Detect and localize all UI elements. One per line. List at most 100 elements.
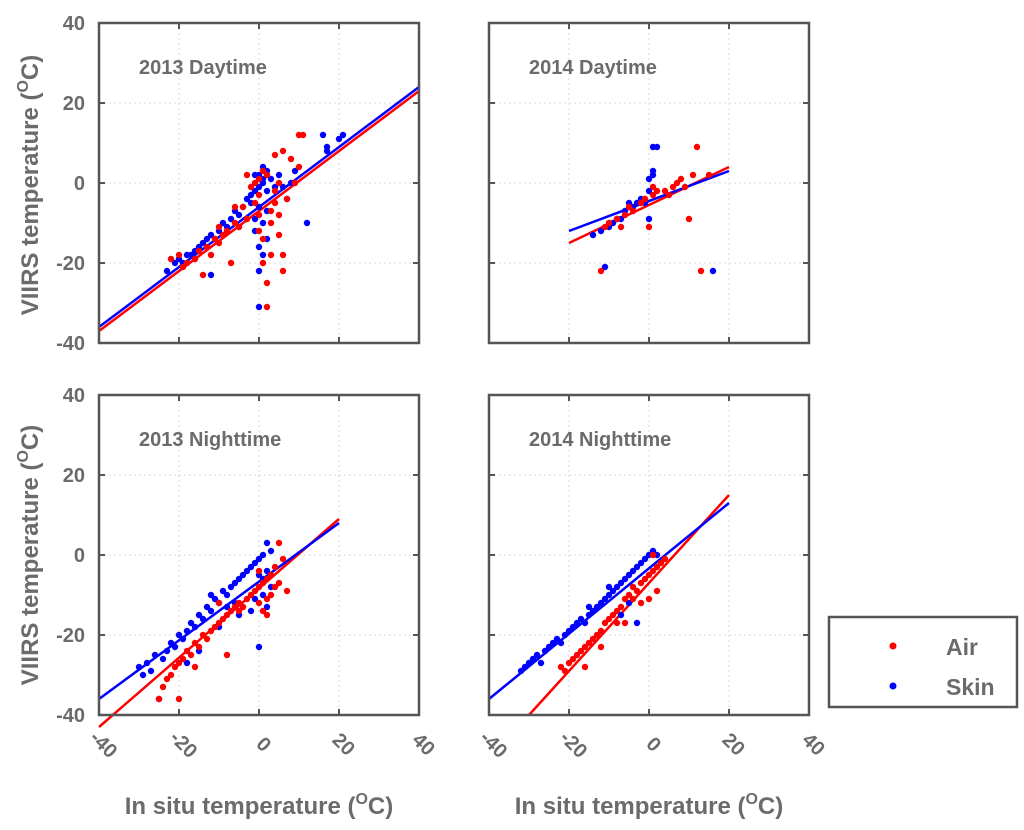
point-skin — [171, 259, 179, 267]
point-skin — [645, 187, 653, 195]
point-air — [299, 131, 307, 139]
y-tick-label: 40 — [63, 385, 85, 407]
point-skin — [135, 663, 143, 671]
point-skin — [255, 555, 263, 563]
y-axis-label-top-sup: O — [15, 80, 32, 92]
point-air — [697, 267, 705, 275]
point-skin — [649, 167, 657, 175]
point-air — [669, 183, 677, 191]
point-air — [191, 639, 199, 647]
legend-skin-label: Skin — [946, 674, 995, 700]
point-skin — [255, 303, 263, 311]
point-air — [641, 575, 649, 583]
point-skin — [251, 559, 259, 567]
point-air — [593, 631, 601, 639]
y-tick-label: 40 — [63, 13, 85, 35]
point-air — [247, 183, 255, 191]
legend-skin-marker — [889, 682, 897, 690]
y-tick-label: -40 — [56, 705, 85, 727]
point-air — [243, 595, 251, 603]
point-air — [259, 579, 267, 587]
x-tick-label: 20 — [328, 729, 359, 760]
point-air — [179, 655, 187, 663]
point-skin — [279, 183, 287, 191]
point-skin — [207, 271, 215, 279]
x-axis-label-left-text: In situ temperature ( — [125, 793, 356, 820]
point-air — [585, 639, 593, 647]
point-skin — [187, 251, 195, 259]
y-tick-label: 20 — [63, 93, 85, 115]
point-air — [645, 595, 653, 603]
point-skin — [203, 603, 211, 611]
point-air — [267, 207, 275, 215]
point-air — [203, 635, 211, 643]
point-skin — [545, 643, 553, 651]
point-skin — [263, 567, 271, 575]
point-skin — [143, 659, 151, 667]
point-air — [291, 179, 299, 187]
point-air — [275, 179, 283, 187]
point-air — [637, 199, 645, 207]
y-axis-label-bottom-sup: O — [15, 450, 32, 462]
point-air — [275, 231, 283, 239]
legend-air-marker — [889, 642, 897, 650]
point-skin — [613, 583, 621, 591]
point-air — [653, 187, 661, 195]
point-air — [613, 215, 621, 223]
point-air — [259, 235, 267, 243]
x-axis-label-left-tail: C) — [368, 793, 393, 820]
point-air — [649, 551, 657, 559]
point-skin — [239, 571, 247, 579]
point-skin — [609, 587, 617, 595]
point-air — [211, 623, 219, 631]
point-air — [191, 663, 199, 671]
point-skin — [533, 651, 541, 659]
point-air — [633, 587, 641, 595]
point-air — [215, 223, 223, 231]
point-air — [275, 579, 283, 587]
point-skin — [641, 555, 649, 563]
point-air — [625, 591, 633, 599]
point-skin — [255, 203, 263, 211]
point-air — [625, 203, 633, 211]
point-skin — [255, 243, 263, 251]
point-air — [601, 619, 609, 627]
point-air — [187, 651, 195, 659]
panel-title: 2013 Nighttime — [139, 429, 281, 451]
point-air — [263, 171, 271, 179]
point-air — [195, 247, 203, 255]
point-air — [235, 599, 243, 607]
x-tick-label: -40 — [85, 727, 121, 763]
point-air — [267, 219, 275, 227]
point-air — [605, 615, 613, 623]
point-skin — [589, 607, 597, 615]
point-skin — [291, 167, 299, 175]
point-air — [637, 579, 645, 587]
point-skin — [223, 603, 231, 611]
point-skin — [151, 651, 159, 659]
point-air — [251, 587, 259, 595]
point-air — [677, 175, 685, 183]
y-axis-label-top-text: VIIRS temperature ( — [17, 93, 44, 316]
point-air — [203, 243, 211, 251]
x-tick-label: 40 — [798, 729, 829, 760]
point-air — [637, 599, 645, 607]
x-axis-label-left-sup: O — [355, 791, 367, 808]
point-skin — [159, 655, 167, 663]
point-air — [597, 627, 605, 635]
point-skin — [601, 263, 609, 271]
point-air — [255, 211, 263, 219]
point-air — [255, 599, 263, 607]
point-air — [275, 539, 283, 547]
point-air — [613, 607, 621, 615]
point-skin — [235, 211, 243, 219]
point-air — [279, 267, 287, 275]
point-air — [689, 171, 697, 179]
y-axis-label-bottom: VIIRS temperature (OC) — [15, 425, 44, 686]
point-skin — [633, 563, 641, 571]
point-air — [199, 631, 207, 639]
point-air — [255, 191, 263, 199]
panel-title: 2013 Daytime — [139, 57, 267, 79]
point-air — [263, 575, 271, 583]
panels: 40 20 0 -20 -40 2013 Daytime 2014 Daytime 40 20 0… — [56, 13, 829, 763]
